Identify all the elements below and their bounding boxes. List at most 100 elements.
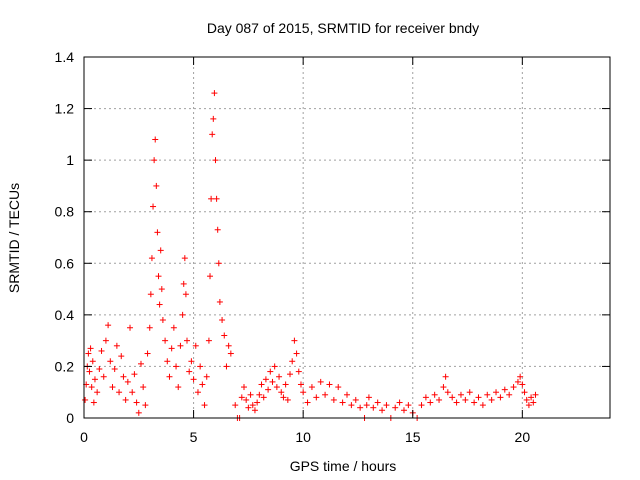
data-point bbox=[344, 391, 350, 398]
data-point bbox=[177, 342, 184, 349]
data-point bbox=[322, 391, 329, 398]
data-point bbox=[127, 324, 134, 331]
data-point bbox=[308, 384, 315, 391]
data-point bbox=[162, 337, 169, 344]
data-point bbox=[214, 226, 221, 233]
data-point bbox=[383, 402, 390, 409]
data-point bbox=[180, 280, 187, 287]
data-point bbox=[150, 203, 157, 210]
data-point bbox=[352, 396, 359, 403]
chart-title: Day 087 of 2015, SRMTID for receiver bnd… bbox=[207, 20, 479, 36]
data-point bbox=[166, 373, 173, 380]
y-tick-labels: 0 0.2 0.4 0.6 0.8 1 1.2 1.4 bbox=[55, 49, 75, 426]
data-point bbox=[153, 182, 160, 189]
data-point bbox=[462, 396, 469, 403]
data-point bbox=[335, 384, 342, 391]
y-tick-label: 0.8 bbox=[55, 204, 75, 220]
y-tick-label: 1.4 bbox=[55, 49, 75, 65]
data-point bbox=[278, 389, 285, 396]
data-point bbox=[528, 394, 535, 401]
data-point bbox=[208, 195, 215, 202]
data-point bbox=[280, 394, 287, 401]
data-point bbox=[251, 407, 258, 414]
data-point bbox=[219, 317, 226, 324]
data-point bbox=[284, 396, 291, 403]
data-point bbox=[173, 363, 180, 370]
data-point bbox=[147, 291, 154, 298]
data-point bbox=[197, 363, 204, 370]
data-point bbox=[96, 366, 103, 373]
data-point bbox=[210, 115, 217, 122]
data-point bbox=[379, 407, 386, 414]
data-point bbox=[466, 389, 473, 396]
data-point bbox=[418, 402, 425, 409]
data-point bbox=[213, 195, 220, 202]
x-tick-label: 15 bbox=[405, 429, 421, 445]
data-point bbox=[289, 358, 296, 365]
y-tick-label: 0.2 bbox=[55, 358, 75, 374]
data-point bbox=[156, 301, 163, 308]
data-point bbox=[85, 350, 92, 357]
data-point bbox=[530, 399, 537, 406]
data-point bbox=[157, 247, 164, 254]
data-point bbox=[517, 373, 524, 380]
y-axis-label: SRMTID / TECUs bbox=[6, 183, 22, 293]
data-point bbox=[471, 399, 478, 406]
data-point bbox=[523, 396, 530, 403]
data-point bbox=[488, 396, 495, 403]
data-point bbox=[148, 255, 155, 262]
data-point bbox=[365, 394, 372, 401]
data-point bbox=[521, 389, 528, 396]
data-point bbox=[140, 384, 147, 391]
data-point bbox=[122, 396, 129, 403]
data-point bbox=[89, 358, 96, 365]
data-point bbox=[98, 347, 105, 354]
data-point bbox=[168, 345, 175, 352]
data-point bbox=[276, 373, 283, 380]
data-point bbox=[436, 396, 443, 403]
data-point bbox=[137, 360, 144, 367]
data-point bbox=[317, 378, 324, 385]
x-tick-label: 0 bbox=[80, 429, 88, 445]
data-point bbox=[182, 291, 189, 298]
data-point bbox=[484, 391, 491, 398]
data-point bbox=[232, 402, 239, 409]
axis-ticks bbox=[83, 56, 610, 419]
data-point bbox=[291, 337, 298, 344]
data-point bbox=[82, 396, 89, 403]
data-point bbox=[155, 273, 162, 280]
data-point bbox=[113, 342, 120, 349]
data-point bbox=[116, 389, 123, 396]
data-point bbox=[497, 394, 504, 401]
data-point bbox=[282, 381, 289, 388]
data-point bbox=[105, 322, 112, 329]
data-point bbox=[300, 389, 307, 396]
data-point bbox=[223, 363, 230, 370]
data-point bbox=[273, 384, 280, 391]
data-point bbox=[514, 378, 521, 385]
data-point bbox=[519, 381, 526, 388]
data-point bbox=[88, 384, 95, 391]
data-point bbox=[506, 391, 513, 398]
data-point bbox=[212, 157, 219, 164]
data-point bbox=[184, 337, 191, 344]
x-tick-label: 5 bbox=[190, 429, 198, 445]
data-point bbox=[374, 399, 381, 406]
data-point bbox=[240, 384, 247, 391]
data-point bbox=[475, 394, 482, 401]
data-point bbox=[532, 391, 539, 398]
data-point bbox=[254, 399, 261, 406]
data-point bbox=[370, 404, 377, 411]
data-point bbox=[295, 368, 302, 375]
y-tick-label: 0.4 bbox=[55, 307, 75, 323]
data-point bbox=[107, 358, 114, 365]
data-point bbox=[179, 311, 186, 318]
data-point bbox=[493, 389, 500, 396]
data-point bbox=[510, 384, 517, 391]
data-point bbox=[453, 399, 460, 406]
data-point bbox=[135, 409, 142, 416]
data-point bbox=[238, 394, 245, 401]
data-point bbox=[249, 402, 256, 409]
data-point bbox=[330, 396, 337, 403]
